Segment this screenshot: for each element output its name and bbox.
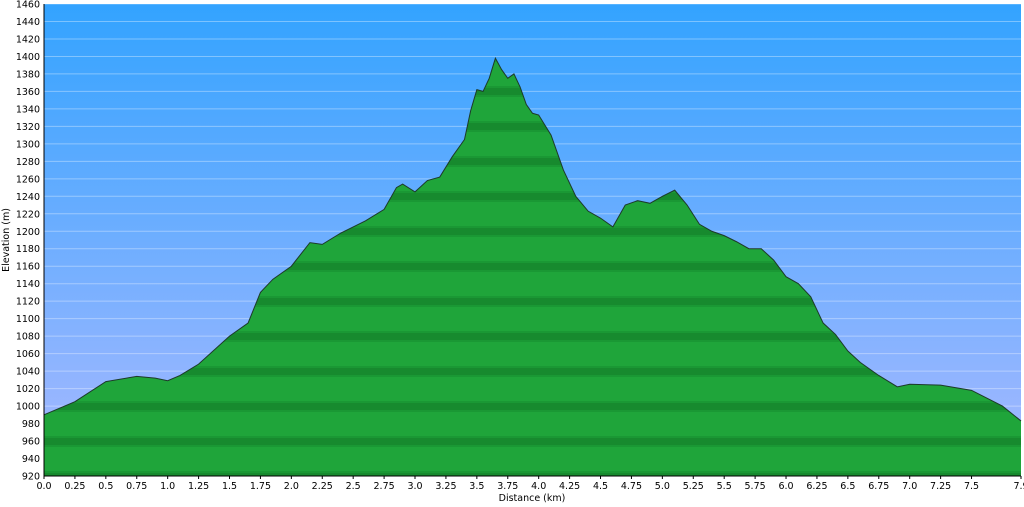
y-tick-label: 940: [22, 454, 40, 465]
y-tick-label: 1060: [16, 349, 40, 360]
y-tick-label: 1300: [16, 139, 40, 150]
y-tick-label: 960: [22, 437, 40, 448]
x-tick-label: 3.0: [407, 481, 422, 492]
x-tick-label: 4.75: [621, 481, 642, 492]
y-tick-label: 1440: [16, 17, 40, 28]
y-tick-label: 1420: [16, 34, 40, 45]
y-tick-label: 1120: [16, 297, 40, 308]
x-tick-label: 1.75: [250, 481, 271, 492]
x-tick-label: 5.75: [745, 481, 766, 492]
y-tick-label: 1220: [16, 209, 40, 220]
y-tick-label: 1380: [16, 69, 40, 80]
y-tick-label: 1160: [16, 262, 40, 273]
x-tick-label: 0.25: [64, 481, 85, 492]
x-tick-label: 4.0: [531, 481, 546, 492]
x-tick-label: 6.0: [778, 481, 793, 492]
x-tick-label: 1.0: [160, 481, 175, 492]
x-tick-label: 0.0: [36, 481, 51, 492]
y-tick-label: 1280: [16, 157, 40, 168]
x-tick-label: 2.0: [284, 481, 299, 492]
x-tick-label: 5.5: [717, 481, 732, 492]
y-tick-label: 1000: [16, 402, 40, 413]
x-tick-label: 2.5: [346, 481, 361, 492]
x-tick-label: 6.5: [840, 481, 855, 492]
x-tick-label: 0.75: [126, 481, 147, 492]
x-tick-label: 0.5: [98, 481, 113, 492]
x-tick-label: 7.25: [930, 481, 951, 492]
x-tick-label: 3.25: [435, 481, 456, 492]
y-tick-label: 1100: [16, 314, 40, 325]
y-tick-label: 920: [22, 472, 40, 483]
x-tick-label: 3.5: [469, 481, 484, 492]
x-tick-label: 6.75: [868, 481, 889, 492]
y-tick-label: 1360: [16, 87, 40, 98]
y-tick-label: 1340: [16, 104, 40, 115]
elevation-line: [43, 56, 1022, 422]
x-tick-label: 3.75: [497, 481, 518, 492]
x-tick-label: 7.9: [1013, 481, 1024, 492]
x-tick-label: 2.25: [312, 481, 333, 492]
y-tick-label: 1180: [16, 244, 40, 255]
x-tick-label: 4.25: [559, 481, 580, 492]
x-tick-label: 5.25: [683, 481, 704, 492]
x-tick-label: 6.25: [806, 481, 827, 492]
x-axis-title: Distance (km): [499, 493, 566, 504]
x-tick-label: 7.0: [902, 481, 917, 492]
y-tick-label: 1140: [16, 279, 40, 290]
y-tick-label: 1040: [16, 367, 40, 378]
y-tick-label: 1080: [16, 332, 40, 343]
y-tick-label: 1400: [16, 52, 40, 63]
y-tick-label: 1240: [16, 192, 40, 203]
y-tick-label: 1200: [16, 227, 40, 238]
x-tick-label: 2.75: [374, 481, 395, 492]
x-tick-label: 1.25: [188, 481, 209, 492]
x-tick-label: 7.5: [964, 481, 979, 492]
y-tick-label: 1460: [16, 0, 40, 11]
x-tick-label: 4.5: [593, 481, 608, 492]
y-axis-title: Elevation (m): [1, 208, 12, 272]
y-tick-label: 1260: [16, 174, 40, 185]
x-tick-label: 1.5: [222, 481, 237, 492]
elevation-area: [44, 58, 1021, 476]
y-tick-label: 1020: [16, 384, 40, 395]
x-tick-label: 5.0: [655, 481, 670, 492]
y-tick-label: 1320: [16, 122, 40, 133]
y-tick-label: 980: [22, 419, 40, 430]
